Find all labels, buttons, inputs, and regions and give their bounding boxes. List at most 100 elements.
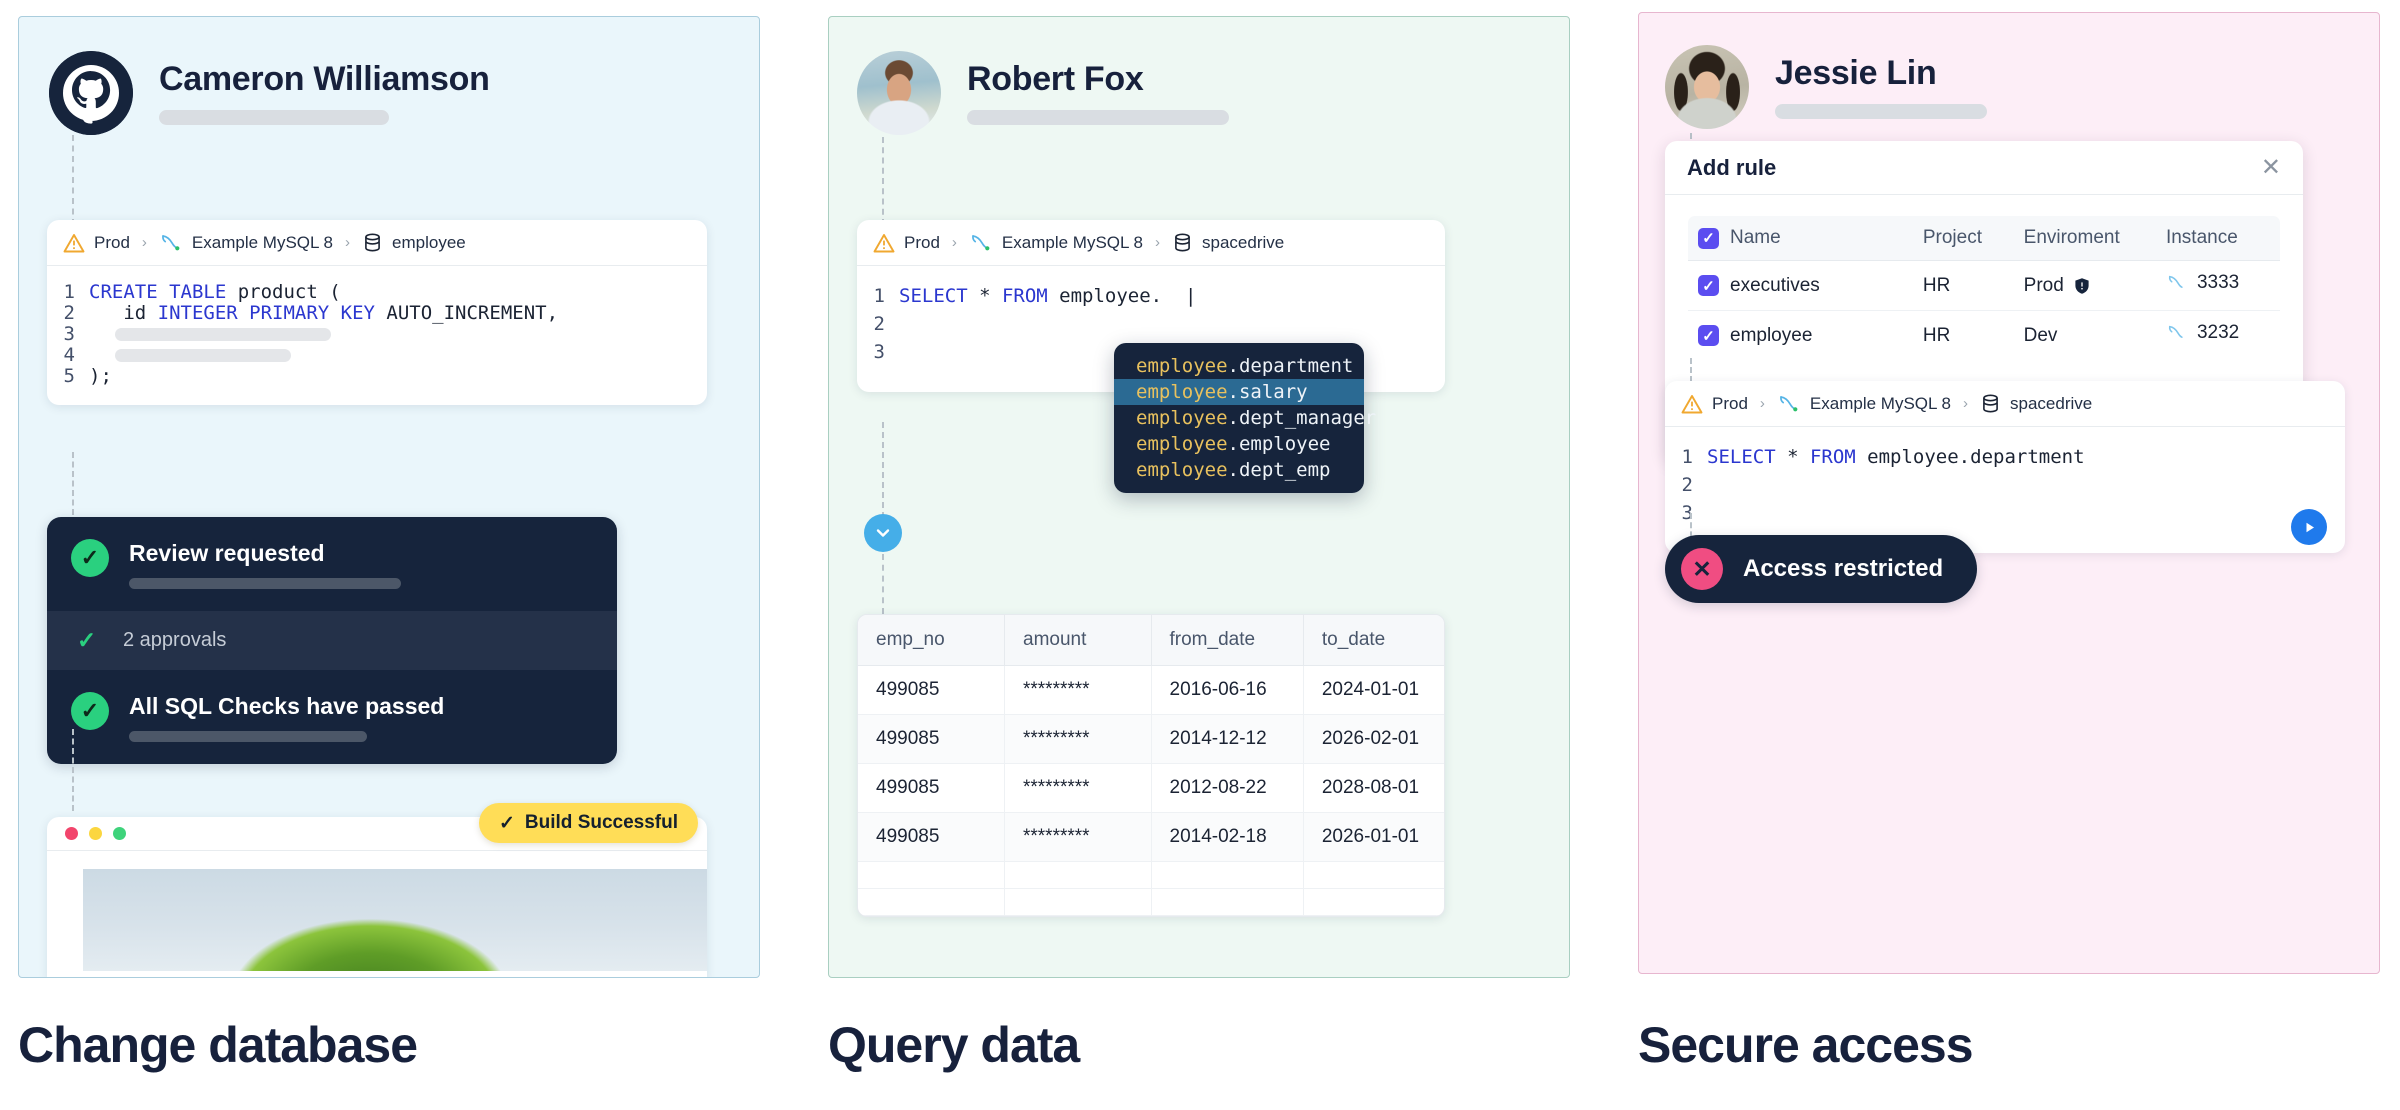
code-line: 3 (857, 338, 1445, 366)
sql-text: product ( (226, 281, 341, 303)
autocomplete-popup[interactable]: employee .department employee .salary empl… (1114, 343, 1376, 493)
preview-photo (83, 869, 707, 971)
code-line: 4 (47, 345, 707, 366)
person-subtitle-placeholder (159, 109, 389, 125)
person-subtitle-placeholder (967, 109, 1229, 125)
breadcrumb[interactable]: Prod › Example MySQL 8 › space (857, 220, 1445, 266)
breadcrumb[interactable]: Prod › Example MySQL 8 › space (1665, 381, 2345, 427)
sql-editor-card[interactable]: Prod › Example MySQL 8 › space (1665, 381, 2345, 553)
breadcrumb-environment[interactable]: Prod (1681, 393, 1748, 415)
column-header-name[interactable]: ✓ Name (1688, 216, 1913, 261)
column-header-emp-no[interactable]: emp_no (858, 615, 1005, 666)
sql-code-area[interactable]: 1 SELECT * FROM employee. | 2 3 (857, 266, 1445, 392)
code-line: 2 (857, 310, 1445, 338)
table-row[interactable]: 499085 ********* 2012-08-22 2028-08-01 (858, 763, 1444, 813)
cell-from-date: 2014-12-12 (1151, 714, 1304, 764)
autocomplete-item[interactable]: employee .dept_manager (1114, 405, 1376, 431)
sql-editor-card[interactable]: Prod › Example MySQL 8 › emplo (47, 220, 707, 405)
review-requested-row: ✓ Review requested (47, 517, 617, 611)
window-minimize-dot[interactable] (89, 827, 102, 840)
avatar (1665, 45, 1749, 129)
cell-from-date: 2014-02-18 (1151, 812, 1304, 862)
autocomplete-item[interactable]: employee .department (1114, 353, 1364, 379)
approvals-row: ✓ 2 approvals (47, 611, 617, 670)
autocomplete-item-selected[interactable]: employee .salary (1114, 379, 1364, 405)
sql-text: * (967, 284, 1002, 307)
cell-emp-no: 499085 (858, 763, 1005, 813)
table-row[interactable]: ✓ executives HR Prod (1688, 260, 2280, 311)
breadcrumb-connection[interactable]: Example MySQL 8 (159, 232, 333, 254)
instance-port-label: 3333 (2196, 272, 2240, 293)
table-row[interactable]: 499085 ********* 2014-02-18 2026-01-01 (858, 812, 1444, 862)
close-icon[interactable]: ✕ (2260, 153, 2281, 181)
sql-code-area[interactable]: 1 SELECT * FROM employee.department 2 3 (1665, 427, 2345, 553)
rule-name-label: executives (1730, 274, 1820, 296)
chevron-right-icon: › (345, 234, 351, 251)
autocomplete-item[interactable]: employee .dept_emp (1114, 457, 1364, 483)
review-detail-placeholder (129, 578, 401, 589)
cell-emp-no: 499085 (858, 665, 1005, 715)
access-restricted-toast: ✕ Access restricted (1665, 535, 1978, 603)
breadcrumb-database-label: spacedrive (2010, 393, 2093, 413)
column-header-to-date[interactable]: to_date (1303, 615, 1444, 666)
mysql-dolphin-icon (2166, 273, 2188, 293)
access-restricted-label: Access restricted (1743, 555, 1944, 582)
preview-browser-window[interactable] (47, 817, 707, 977)
person-name: Jessie Lin (1775, 53, 1937, 92)
rule-name-label: employee (1730, 324, 1813, 346)
autocomplete-column: .dept_emp (1227, 459, 1331, 481)
line-number: 1 (63, 281, 75, 303)
instance-port-label: 3232 (2196, 322, 2240, 343)
column-header-from-date[interactable]: from_date (1151, 615, 1304, 666)
line-number: 1 (1681, 445, 1693, 468)
breadcrumb-connection[interactable]: Example MySQL 8 (969, 232, 1143, 254)
modal-title: Add rule (1687, 154, 1777, 180)
breadcrumb-database[interactable]: spacedrive (1172, 232, 1284, 253)
environment-label: Prod (2023, 274, 2064, 296)
column-header-instance[interactable]: Instance (2155, 216, 2280, 261)
select-all-checkbox[interactable]: ✓ (1698, 227, 1719, 249)
approvals-label: 2 approvals (123, 629, 227, 651)
sql-keyword: INTEGER PRIMARY KEY (157, 302, 375, 324)
table-row[interactable]: 499085 ********* 2014-12-12 2026-02-01 (858, 714, 1444, 764)
sql-code-area[interactable]: 1 CREATE TABLE product ( 2 id INTEGER PR… (47, 266, 707, 405)
cell-instance: 3232 (2156, 311, 2280, 361)
autocomplete-item[interactable]: employee .employee (1114, 431, 1364, 457)
row-checkbox[interactable]: ✓ (1698, 325, 1719, 346)
sql-text: AUTO_INCREMENT, (374, 302, 559, 324)
run-query-button[interactable] (2291, 509, 2327, 545)
code-line: 2 (1665, 471, 2345, 499)
window-close-dot[interactable] (65, 827, 78, 840)
column-header-environment[interactable]: Enviroment (2013, 216, 2156, 261)
cell-from-date: 2016-06-16 (1151, 665, 1304, 715)
sql-text: ); (89, 365, 112, 387)
table-row[interactable]: 499085 ********* 2016-06-16 2024-01-01 (858, 665, 1444, 715)
column-header-amount[interactable]: amount (1004, 615, 1152, 666)
row-checkbox[interactable]: ✓ (1698, 275, 1719, 296)
autocomplete-table: employee (1136, 407, 1228, 429)
check-icon: ✓ (499, 812, 515, 834)
person-subtitle-placeholder (1775, 103, 1987, 119)
sql-text: id (89, 302, 158, 324)
browser-titlebar (47, 817, 707, 851)
table-row[interactable]: ✓ employee HR Dev (1688, 311, 2280, 361)
breadcrumb-environment[interactable]: Prod (873, 232, 940, 254)
breadcrumb-environment[interactable]: Prod (63, 232, 130, 254)
database-cylinder-icon (1980, 393, 2001, 414)
window-maximize-dot[interactable] (113, 827, 126, 840)
breadcrumb-connection[interactable]: Example MySQL 8 (1777, 393, 1951, 415)
sql-checks-placeholder (129, 731, 367, 742)
autocomplete-table: employee (1136, 433, 1228, 455)
autocomplete-column: .department (1227, 355, 1354, 377)
chevron-right-icon: › (951, 234, 957, 251)
breadcrumb-database[interactable]: spacedrive (1980, 393, 2092, 414)
column-header-project[interactable]: Project (1912, 216, 2014, 261)
autocomplete-table: employee (1136, 355, 1228, 377)
expand-chevron-down-button[interactable] (864, 514, 902, 552)
line-number: 3 (1681, 501, 1693, 524)
rules-table[interactable]: ✓ Name Project Enviroment Instance (1687, 215, 2281, 361)
sql-keyword: SELECT (1707, 445, 1776, 468)
breadcrumb[interactable]: Prod › Example MySQL 8 › emplo (47, 220, 707, 266)
breadcrumb-database[interactable]: employee (362, 232, 466, 253)
query-results-table[interactable]: emp_no amount from_date to_date 499085 *… (857, 614, 1445, 917)
